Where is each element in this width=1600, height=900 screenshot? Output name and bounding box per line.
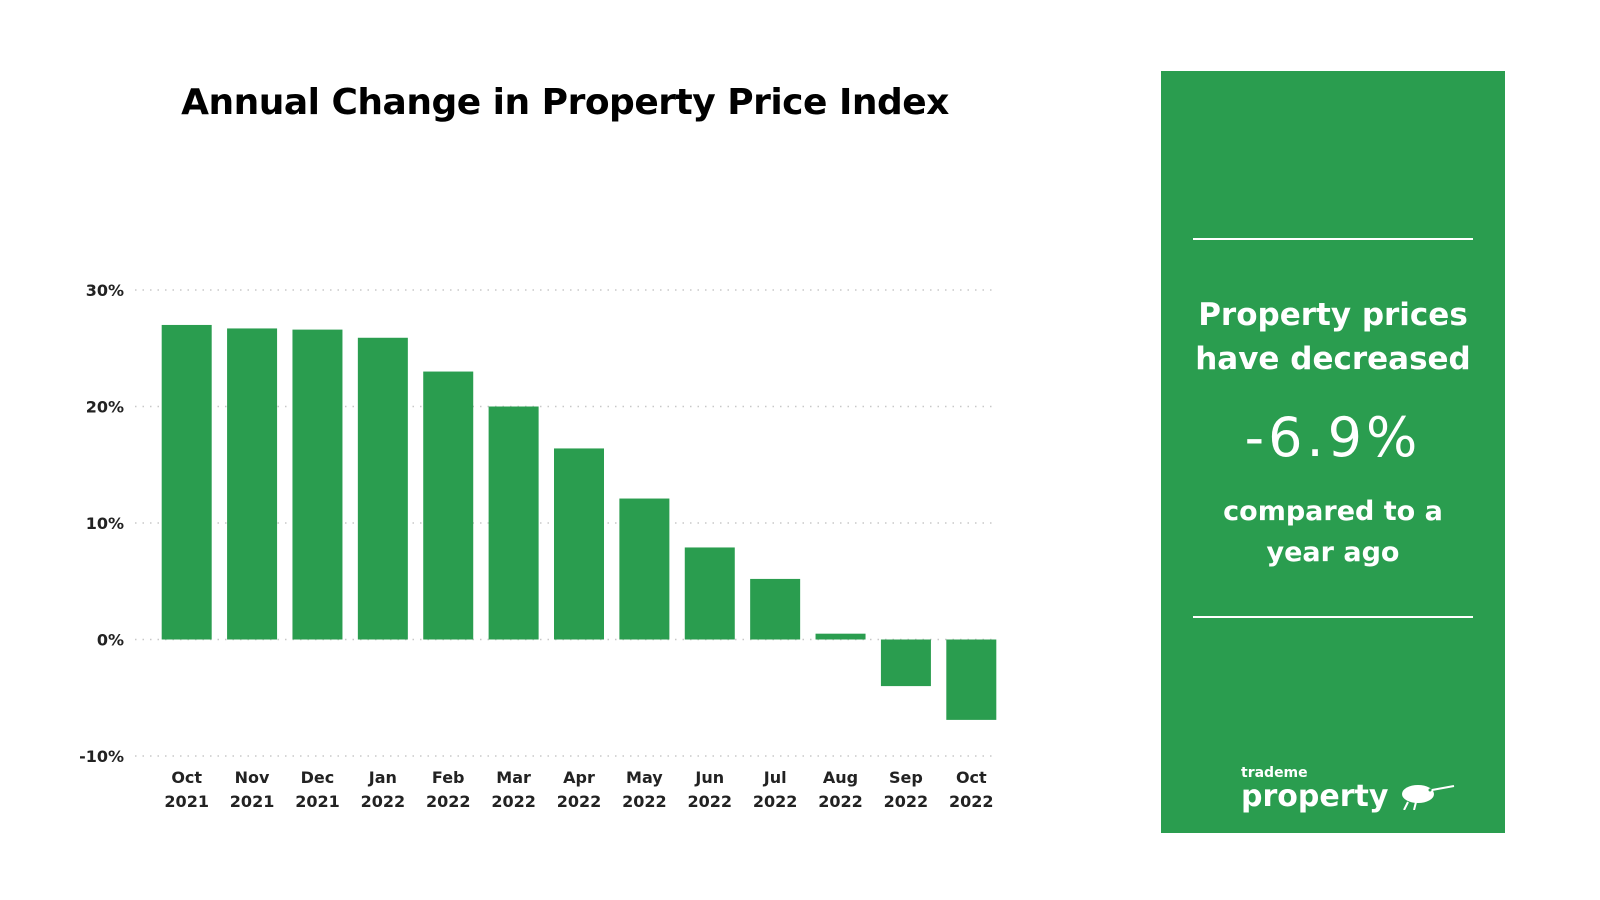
x-tick-label: 2022 bbox=[426, 792, 471, 811]
y-tick-label: -10% bbox=[79, 747, 124, 766]
x-tick-label: 2021 bbox=[230, 792, 275, 811]
bar bbox=[357, 337, 408, 640]
heading-line: Property prices bbox=[1198, 297, 1468, 333]
x-tick-label: 2022 bbox=[557, 792, 602, 811]
bar bbox=[227, 328, 278, 640]
kiwi-bird-icon bbox=[1401, 785, 1454, 811]
x-tick-label: 2022 bbox=[688, 792, 733, 811]
divider bbox=[1193, 238, 1473, 240]
subtext-line: year ago bbox=[1266, 537, 1400, 568]
logo-small-text: trademe bbox=[1241, 765, 1308, 781]
bar bbox=[684, 547, 735, 640]
x-tick-label: 2022 bbox=[884, 792, 929, 811]
heading-line: have decreased bbox=[1195, 341, 1471, 377]
x-tick-label: May bbox=[626, 768, 663, 787]
x-tick-label: 2022 bbox=[361, 792, 406, 811]
x-tick-label: Apr bbox=[563, 768, 595, 787]
subtext-line: compared to a bbox=[1223, 496, 1443, 527]
x-tick-label: 2022 bbox=[491, 792, 536, 811]
change-value: -6.9% bbox=[1244, 406, 1422, 469]
y-tick-label: 10% bbox=[86, 514, 124, 533]
bar bbox=[619, 498, 670, 640]
y-tick-label: 20% bbox=[86, 398, 124, 417]
bar-chart: 30% 20% 10% 0% -10% Oct 2021 Nov 2021 Dec 2021 Jan 2… bbox=[79, 281, 997, 811]
y-tick-label: 30% bbox=[86, 281, 124, 300]
trademe-property-logo: trademe property bbox=[1241, 765, 1456, 814]
x-tick-label: Oct bbox=[956, 768, 987, 787]
x-tick-label: Feb bbox=[432, 768, 465, 787]
bar bbox=[423, 371, 474, 640]
divider bbox=[1193, 616, 1473, 618]
panel-subtext: compared to a year ago bbox=[1161, 491, 1505, 573]
chart-title: Annual Change in Property Price Index bbox=[181, 82, 949, 123]
bar bbox=[554, 448, 604, 640]
x-tick-label: Oct bbox=[171, 768, 202, 787]
x-tick-label: Dec bbox=[301, 768, 335, 787]
x-tick-label: 2022 bbox=[622, 792, 667, 811]
x-tick-label: Nov bbox=[235, 768, 270, 787]
logo-big-text: property bbox=[1241, 779, 1389, 814]
x-tick-label: Jun bbox=[694, 768, 724, 787]
bar bbox=[161, 324, 212, 640]
bar bbox=[750, 578, 801, 640]
bar bbox=[292, 329, 343, 640]
panel-heading: Property prices have decreased bbox=[1161, 293, 1505, 381]
x-tick-label: Sep bbox=[889, 768, 923, 787]
summary-panel: Property prices have decreased -6.9% com… bbox=[1161, 71, 1505, 833]
y-tick-label: 0% bbox=[97, 631, 124, 650]
x-tick-label: Jan bbox=[368, 768, 397, 787]
x-tick-label: Mar bbox=[496, 768, 531, 787]
bar bbox=[880, 639, 931, 687]
bar bbox=[946, 639, 997, 720]
bar bbox=[488, 406, 539, 640]
bar bbox=[815, 633, 866, 640]
x-tick-label: 2022 bbox=[949, 792, 994, 811]
x-tick-label: 2021 bbox=[295, 792, 340, 811]
x-tick-label: 2022 bbox=[753, 792, 798, 811]
x-tick-label: Jul bbox=[763, 768, 787, 787]
x-tick-label: 2021 bbox=[164, 792, 209, 811]
x-tick-label: 2022 bbox=[818, 792, 863, 811]
x-tick-label: Aug bbox=[823, 768, 858, 787]
